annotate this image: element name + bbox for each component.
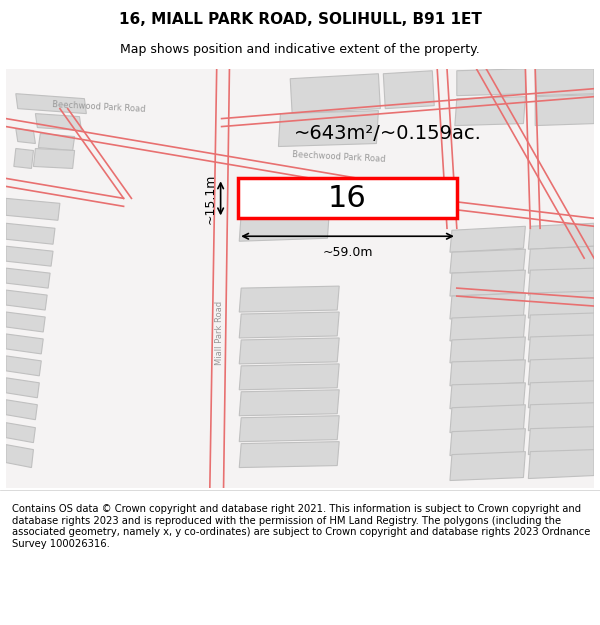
Polygon shape xyxy=(6,198,60,220)
Polygon shape xyxy=(6,378,40,398)
Polygon shape xyxy=(450,360,526,386)
Text: 16, MIALL PARK ROAD, SOLIHULL, B91 1ET: 16, MIALL PARK ROAD, SOLIHULL, B91 1ET xyxy=(119,12,481,27)
Polygon shape xyxy=(6,312,45,332)
Polygon shape xyxy=(239,181,329,211)
Polygon shape xyxy=(529,358,594,385)
Polygon shape xyxy=(529,427,594,454)
Polygon shape xyxy=(16,129,35,144)
Text: Map shows position and indicative extent of the property.: Map shows position and indicative extent… xyxy=(120,43,480,56)
Polygon shape xyxy=(529,402,594,431)
Polygon shape xyxy=(6,290,47,310)
Polygon shape xyxy=(290,74,380,114)
Polygon shape xyxy=(6,223,55,244)
Polygon shape xyxy=(529,268,594,295)
Polygon shape xyxy=(529,246,594,273)
Polygon shape xyxy=(529,291,594,318)
Text: Contains OS data © Crown copyright and database right 2021. This information is : Contains OS data © Crown copyright and d… xyxy=(12,504,590,549)
Polygon shape xyxy=(529,313,594,340)
Polygon shape xyxy=(450,270,526,296)
Polygon shape xyxy=(6,444,34,468)
Polygon shape xyxy=(450,405,526,432)
Polygon shape xyxy=(529,381,594,408)
Polygon shape xyxy=(34,149,74,169)
Polygon shape xyxy=(239,364,339,390)
Polygon shape xyxy=(239,286,339,312)
Polygon shape xyxy=(455,97,526,126)
Polygon shape xyxy=(6,268,50,288)
Text: 16: 16 xyxy=(328,184,367,213)
Polygon shape xyxy=(6,356,41,376)
Polygon shape xyxy=(535,94,594,126)
Polygon shape xyxy=(450,382,526,409)
Polygon shape xyxy=(450,226,526,253)
Polygon shape xyxy=(239,390,339,416)
Polygon shape xyxy=(529,449,594,479)
Polygon shape xyxy=(6,334,43,354)
Text: Miall Park Road: Miall Park Road xyxy=(215,301,224,365)
Polygon shape xyxy=(239,338,339,364)
Polygon shape xyxy=(239,312,339,338)
Polygon shape xyxy=(383,71,434,109)
Text: ~15.1m: ~15.1m xyxy=(204,173,217,224)
Polygon shape xyxy=(16,94,86,114)
Polygon shape xyxy=(457,69,526,96)
Polygon shape xyxy=(450,315,526,341)
Polygon shape xyxy=(239,416,339,442)
Polygon shape xyxy=(278,111,379,146)
Polygon shape xyxy=(14,149,34,169)
Bar xyxy=(238,178,457,218)
Polygon shape xyxy=(450,429,526,456)
Polygon shape xyxy=(6,422,35,442)
Polygon shape xyxy=(6,400,37,420)
Polygon shape xyxy=(450,249,526,273)
Text: Beechwood Park Road: Beechwood Park Road xyxy=(52,100,146,114)
Text: ~643m²/~0.159ac.: ~643m²/~0.159ac. xyxy=(294,124,482,143)
Polygon shape xyxy=(450,452,526,481)
Polygon shape xyxy=(6,246,53,266)
Polygon shape xyxy=(535,69,594,96)
Text: Beechwood Park Road: Beechwood Park Road xyxy=(292,149,386,163)
Polygon shape xyxy=(239,211,329,241)
Polygon shape xyxy=(450,293,526,319)
Polygon shape xyxy=(38,134,74,151)
Polygon shape xyxy=(35,114,82,131)
Text: ~59.0m: ~59.0m xyxy=(322,246,373,259)
Polygon shape xyxy=(450,337,526,363)
Polygon shape xyxy=(529,335,594,362)
Polygon shape xyxy=(529,223,594,249)
Polygon shape xyxy=(239,442,339,468)
